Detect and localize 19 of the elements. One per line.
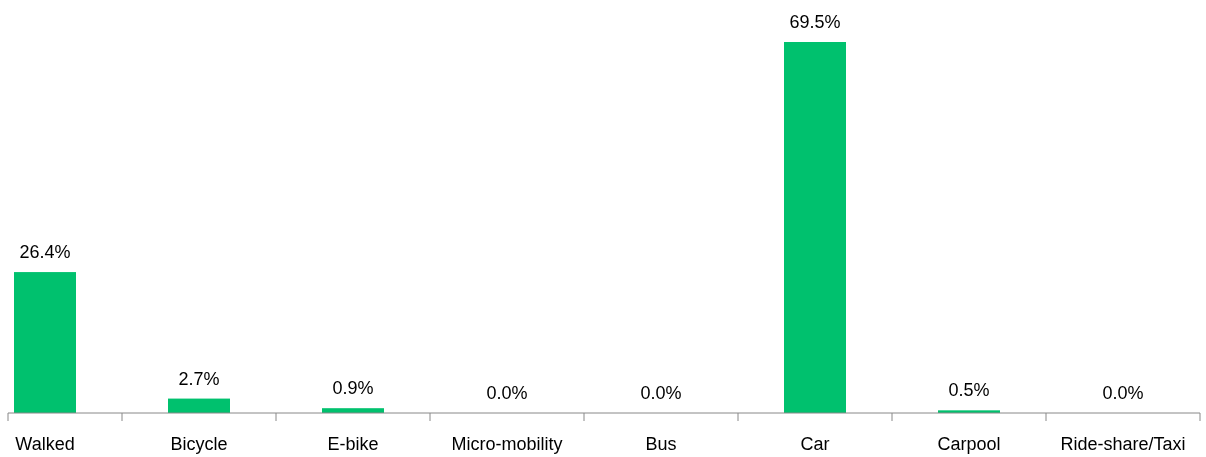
data-label: 2.7%: [178, 368, 220, 389]
bar: [14, 272, 76, 413]
x-tick-label: Carpool: [937, 434, 1001, 454]
x-tick-label: Bicycle: [170, 434, 228, 454]
data-label: 0.5%: [948, 380, 990, 401]
data-label: 69.5%: [789, 12, 841, 32]
x-tick-label: Ride-share/Taxi: [1060, 434, 1186, 454]
data-label: 0.0%: [640, 383, 682, 403]
data-label: 26.4%: [19, 242, 71, 263]
x-tick-label: Car: [800, 434, 830, 454]
bar: [784, 42, 846, 413]
x-tick-label: Bus: [645, 434, 677, 454]
data-label: 0.0%: [486, 383, 528, 403]
x-tick-label: Micro-mobility: [451, 434, 563, 454]
data-label: 0.9%: [332, 378, 374, 399]
x-tick-label: E-bike: [327, 434, 379, 454]
bar: [168, 398, 230, 413]
x-tick-label: Walked: [15, 434, 75, 454]
data-label: 0.0%: [1102, 383, 1144, 403]
